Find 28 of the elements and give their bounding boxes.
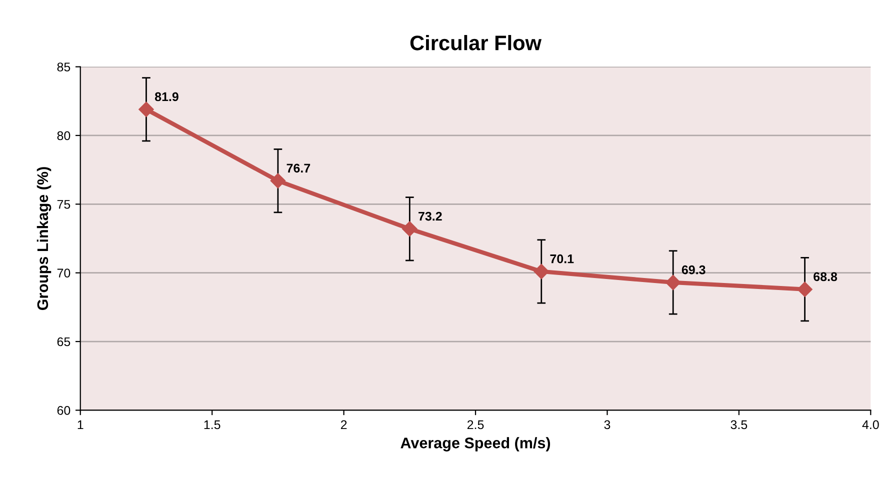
- data-label: 68.8: [814, 272, 838, 282]
- x-tick-label: 1: [78, 420, 84, 429]
- point: [138, 102, 154, 117]
- y-tick-label: 85: [57, 62, 70, 72]
- data-label: 73.2: [418, 212, 442, 221]
- y-tick-label: 75: [57, 200, 70, 209]
- point: [270, 173, 286, 188]
- data-label: 69.3: [682, 265, 706, 274]
- x-tick-label: 1.5: [204, 420, 220, 430]
- x-tick-label: 2.5: [467, 420, 484, 430]
- x-axis-title: Average Speed (m/s): [400, 437, 550, 452]
- point: [797, 282, 812, 297]
- x-tick-label: 3.5: [730, 420, 748, 430]
- chart-title: Circular Flow: [410, 35, 542, 50]
- data-label: 81.9: [154, 92, 178, 102]
- x-tick-label: 3: [604, 420, 610, 430]
- y-tick-label: 65: [57, 337, 70, 346]
- point: [666, 274, 681, 290]
- x-tick-label: 2: [340, 420, 347, 429]
- y-tick-label: 80: [57, 131, 70, 140]
- x-tick-label: 4.0: [862, 420, 879, 430]
- y-tick-label: 70: [57, 268, 70, 278]
- point: [402, 221, 418, 236]
- data-label: 76.7: [286, 164, 310, 173]
- point: [534, 264, 549, 280]
- y-axis-title: Groups Linkage (%): [36, 167, 52, 310]
- y-tick-label: 60: [57, 406, 70, 415]
- data-label: 70.1: [550, 254, 574, 264]
